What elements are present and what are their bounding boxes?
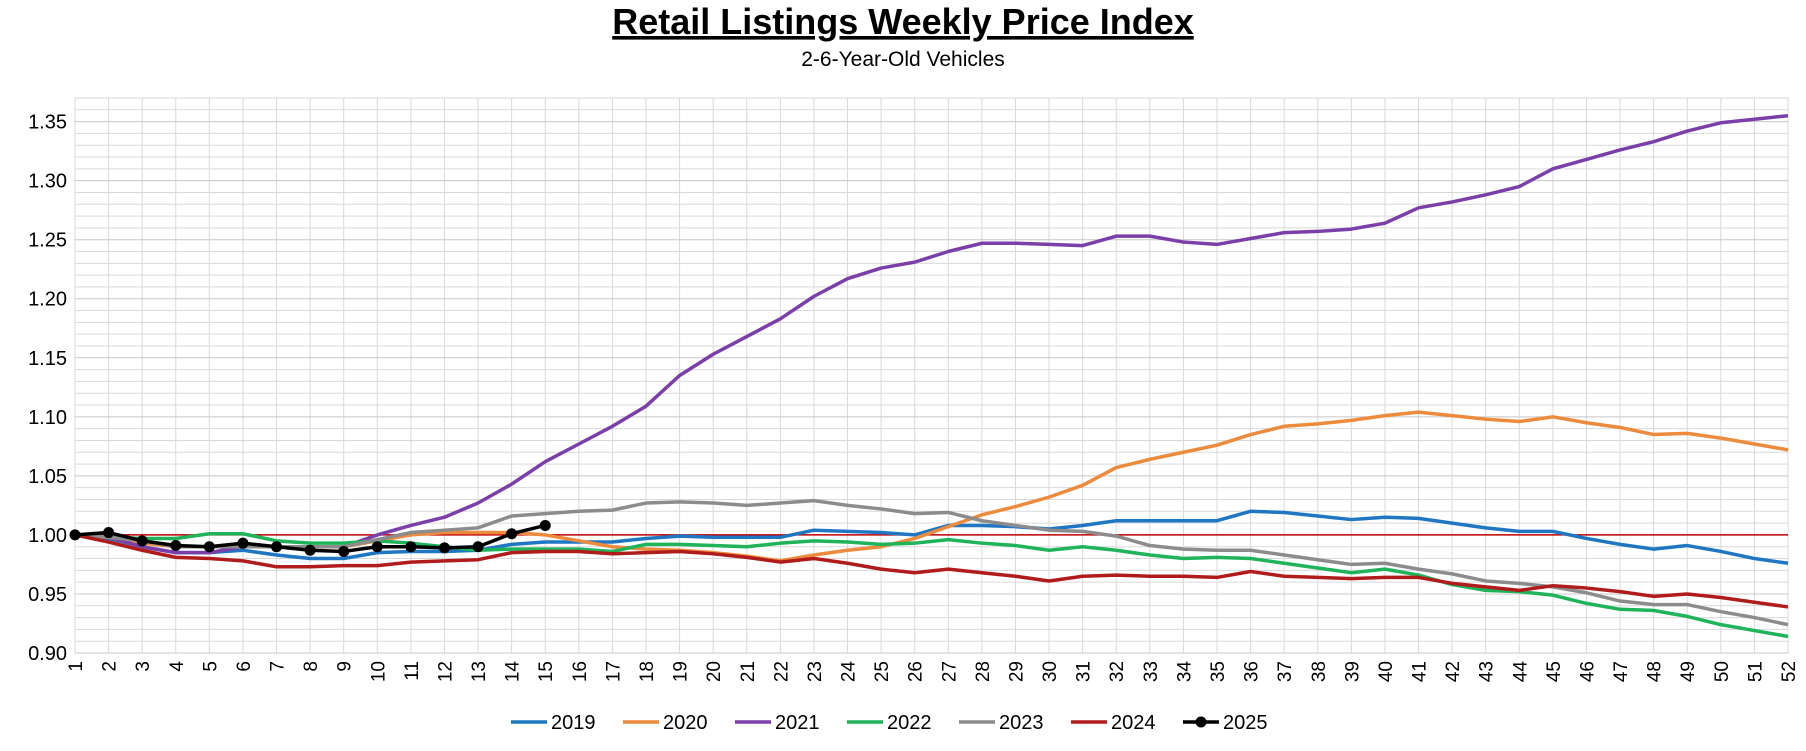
x-tick-label: 40 bbox=[1376, 661, 1397, 682]
x-tick-label: 13 bbox=[469, 661, 490, 682]
series-marker bbox=[338, 545, 350, 557]
x-tick-label: 51 bbox=[1745, 661, 1766, 682]
x-tick-label: 39 bbox=[1342, 661, 1363, 682]
x-tick-label: 10 bbox=[368, 661, 389, 682]
series-line bbox=[74, 509, 1789, 565]
x-tick-label: 30 bbox=[1040, 661, 1061, 682]
x-tick-label: 32 bbox=[1107, 661, 1128, 682]
x-tick-label: 46 bbox=[1577, 661, 1598, 682]
x-tick-label: 5 bbox=[200, 661, 221, 672]
legend-label: 2025 bbox=[1223, 712, 1268, 734]
x-tick-label: 3 bbox=[133, 661, 154, 672]
x-tick-label: 43 bbox=[1477, 661, 1498, 682]
x-tick-label: 25 bbox=[872, 661, 893, 682]
y-tick-label: 0.90 bbox=[28, 643, 67, 665]
x-tick-label: 12 bbox=[435, 661, 456, 682]
x-tick-label: 28 bbox=[973, 661, 994, 682]
x-tick-label: 50 bbox=[1712, 661, 1733, 682]
x-tick-label: 24 bbox=[839, 661, 860, 683]
series-marker bbox=[472, 541, 484, 553]
x-tick-label: 48 bbox=[1645, 661, 1666, 682]
y-tick-label: 1.30 bbox=[28, 171, 67, 193]
x-tick-label: 15 bbox=[536, 661, 557, 682]
series-line bbox=[74, 533, 1789, 609]
series-marker bbox=[103, 527, 115, 539]
x-tick-label: 47 bbox=[1611, 661, 1632, 682]
chart-title: Retail Listings Weekly Price Index bbox=[612, 1, 1194, 42]
x-tick-label: 38 bbox=[1309, 661, 1330, 682]
series-marker bbox=[438, 542, 450, 554]
legend-label: 2019 bbox=[551, 712, 596, 734]
series-marker bbox=[304, 544, 316, 556]
x-tick-label: 16 bbox=[570, 661, 591, 682]
series-marker bbox=[237, 537, 249, 549]
x-tick-label: 35 bbox=[1208, 661, 1229, 682]
x-tick-label: 42 bbox=[1443, 661, 1464, 682]
series-line bbox=[74, 498, 1789, 627]
y-tick-label: 1.25 bbox=[28, 230, 67, 252]
series-marker bbox=[371, 541, 383, 553]
legend-label: 2021 bbox=[775, 712, 820, 734]
x-tick-label: 23 bbox=[805, 661, 826, 682]
series-marker bbox=[271, 541, 283, 553]
x-tick-label: 11 bbox=[402, 661, 423, 681]
x-tick-label: 14 bbox=[503, 661, 524, 683]
y-tick-label: 1.15 bbox=[28, 348, 67, 370]
x-tick-label: 27 bbox=[939, 661, 960, 682]
x-tick-label: 31 bbox=[1074, 661, 1095, 682]
series-marker bbox=[539, 519, 551, 531]
x-tick-label: 34 bbox=[1174, 661, 1195, 683]
series-marker bbox=[136, 535, 148, 547]
x-tick-label: 22 bbox=[771, 661, 792, 682]
y-tick-label: 1.00 bbox=[28, 525, 67, 547]
legend-label: 2022 bbox=[887, 712, 932, 734]
x-tick-label: 52 bbox=[1779, 661, 1800, 682]
y-tick-label: 1.20 bbox=[28, 289, 67, 311]
x-tick-label: 41 bbox=[1410, 661, 1431, 682]
series-marker bbox=[203, 541, 215, 553]
x-tick-label: 36 bbox=[1242, 661, 1263, 682]
x-tick-label: 19 bbox=[671, 661, 692, 682]
x-tick-label: 17 bbox=[603, 661, 624, 682]
x-tick-label: 6 bbox=[234, 661, 255, 672]
series-marker bbox=[170, 540, 182, 552]
legend-marker bbox=[1195, 716, 1207, 728]
y-tick-label: 1.10 bbox=[28, 407, 67, 429]
y-tick-label: 1.35 bbox=[28, 112, 67, 134]
x-tick-label: 29 bbox=[1006, 661, 1027, 682]
x-tick-label: 49 bbox=[1678, 661, 1699, 682]
legend-label: 2024 bbox=[1111, 712, 1156, 734]
x-tick-label: 26 bbox=[906, 661, 927, 682]
x-tick-label: 8 bbox=[301, 661, 322, 672]
x-tick-label: 44 bbox=[1510, 661, 1531, 683]
x-tick-label: 18 bbox=[637, 661, 658, 682]
x-tick-label: 9 bbox=[335, 661, 356, 672]
series-marker bbox=[405, 541, 417, 553]
x-tick-label: 33 bbox=[1141, 661, 1162, 682]
legend-label: 2020 bbox=[663, 712, 708, 734]
x-tick-label: 4 bbox=[167, 661, 188, 672]
y-tick-label: 0.95 bbox=[28, 584, 67, 606]
x-tick-label: 1 bbox=[66, 661, 87, 672]
legend-label: 2023 bbox=[999, 712, 1044, 734]
y-tick-label: 1.05 bbox=[28, 466, 67, 488]
chart-subtitle: 2-6-Year-Old Vehicles bbox=[801, 48, 1005, 71]
series-marker bbox=[506, 528, 518, 540]
x-tick-label: 2 bbox=[100, 661, 121, 672]
x-tick-label: 7 bbox=[268, 661, 289, 672]
x-tick-label: 21 bbox=[738, 661, 759, 682]
x-tick-label: 20 bbox=[704, 661, 725, 682]
x-tick-label: 37 bbox=[1275, 661, 1296, 682]
series-marker bbox=[69, 529, 81, 541]
x-tick-label: 45 bbox=[1544, 661, 1565, 682]
